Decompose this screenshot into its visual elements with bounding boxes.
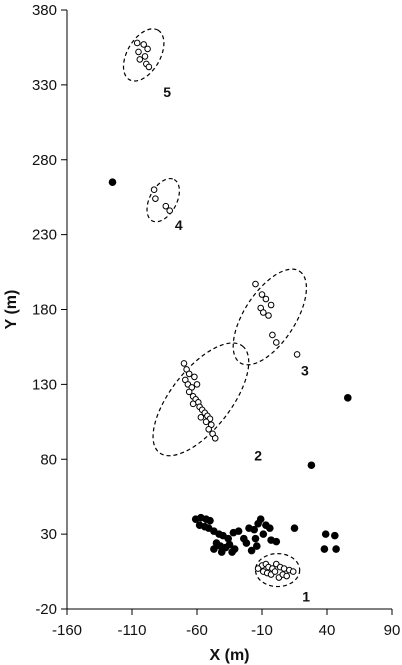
y-tick-label: 280 [32,152,57,169]
open-data-point [262,295,270,303]
open-data-point [166,207,173,214]
filled-data-point [307,461,316,470]
open-data-point [136,56,144,63]
y-tick-label: 180 [32,302,57,319]
open-data-point [252,280,259,288]
open-data-point [180,360,188,367]
open-data-point [185,370,193,378]
cluster-ellipse-5 [122,28,165,82]
open-data-point [202,418,210,426]
cluster-ellipses [122,28,308,588]
open-data-point [289,568,297,575]
y-tick-labels: -20 30 80 130 180 230 280 330 380 [32,2,57,618]
filled-data-point [225,540,234,549]
x-tick-label: 40 [319,622,336,639]
y-tick-label: 230 [32,227,57,244]
open-data-point [189,400,197,408]
filled-data-point [252,542,261,550]
cluster-ellipse-3 [232,268,308,366]
filled-data-point [224,534,232,543]
open-data-point [205,426,212,433]
x-tick-label: -160 [52,622,82,639]
open-data-point [197,414,205,421]
open-data-point [141,53,149,60]
y-tick-label: 80 [40,451,57,468]
filled-data-point [259,530,268,538]
open-data-point [185,388,193,396]
open-data-point [273,339,280,346]
y-tick-label: -20 [35,601,57,618]
x-tick-label: -110 [118,622,147,639]
filled-data-point [108,178,117,187]
filled-data-point [217,548,226,556]
cluster-ellipse-1 [254,552,301,588]
open-data-point [293,351,301,358]
filled-data-point [331,531,339,540]
data-points [108,39,352,581]
open-data-point [211,434,219,442]
cluster-labels: 1 2 3 4 5 [163,84,310,605]
y-tick-label: 380 [32,2,57,19]
filled-data-point [250,525,258,534]
filled-data-point [344,394,352,402]
open-data-point [258,291,266,298]
open-data-point [193,381,201,388]
open-data-point [140,41,147,48]
open-data-point [135,48,142,56]
cluster-ellipse-4 [146,177,180,223]
filled-data-point [247,546,256,555]
x-tick-label: 90 [384,622,401,639]
open-data-point [265,312,272,319]
filled-data-point [272,537,281,546]
filled-data-point [321,530,330,538]
filled-data-point [256,515,265,523]
filled-data-point [206,516,214,525]
cluster-label-5: 5 [163,84,171,100]
open-data-point [144,45,151,53]
open-data-point [150,186,158,193]
x-tick-label: -10 [251,622,273,639]
open-data-point [283,572,291,580]
filled-data-point [228,548,236,556]
open-data-point [269,331,276,339]
y-tick-label: 30 [40,526,57,543]
filled-data-point [234,527,243,535]
filled-data-point [242,539,251,547]
open-data-point [271,568,279,575]
y-tick-label: 130 [32,376,57,393]
cluster-label-2: 2 [254,448,262,464]
cluster-ellipse-2 [152,342,250,457]
y-tick-label: 330 [32,77,57,94]
cluster-label-1: 1 [302,589,310,605]
open-data-point [152,195,159,202]
open-data-point [260,309,267,316]
open-data-point [254,565,262,572]
filled-data-point [320,545,329,553]
filled-data-point [210,545,218,553]
cluster-label-3: 3 [301,362,309,378]
x-tick-label: -60 [186,622,208,639]
y-axis-label: Y (m) [3,290,20,330]
filled-data-point [266,524,274,532]
filled-data-point [290,524,299,532]
filled-data-point [251,534,260,543]
open-data-point [191,373,198,381]
open-data-point [133,39,141,47]
x-axis-label: X (m) [210,647,250,664]
filled-data-point [332,545,340,553]
open-data-point [267,301,275,309]
x-tick-labels: -160 -110 -60 -10 40 90 [52,622,400,639]
open-data-point [162,202,170,210]
open-data-point [145,63,153,71]
cluster-label-4: 4 [175,217,183,233]
